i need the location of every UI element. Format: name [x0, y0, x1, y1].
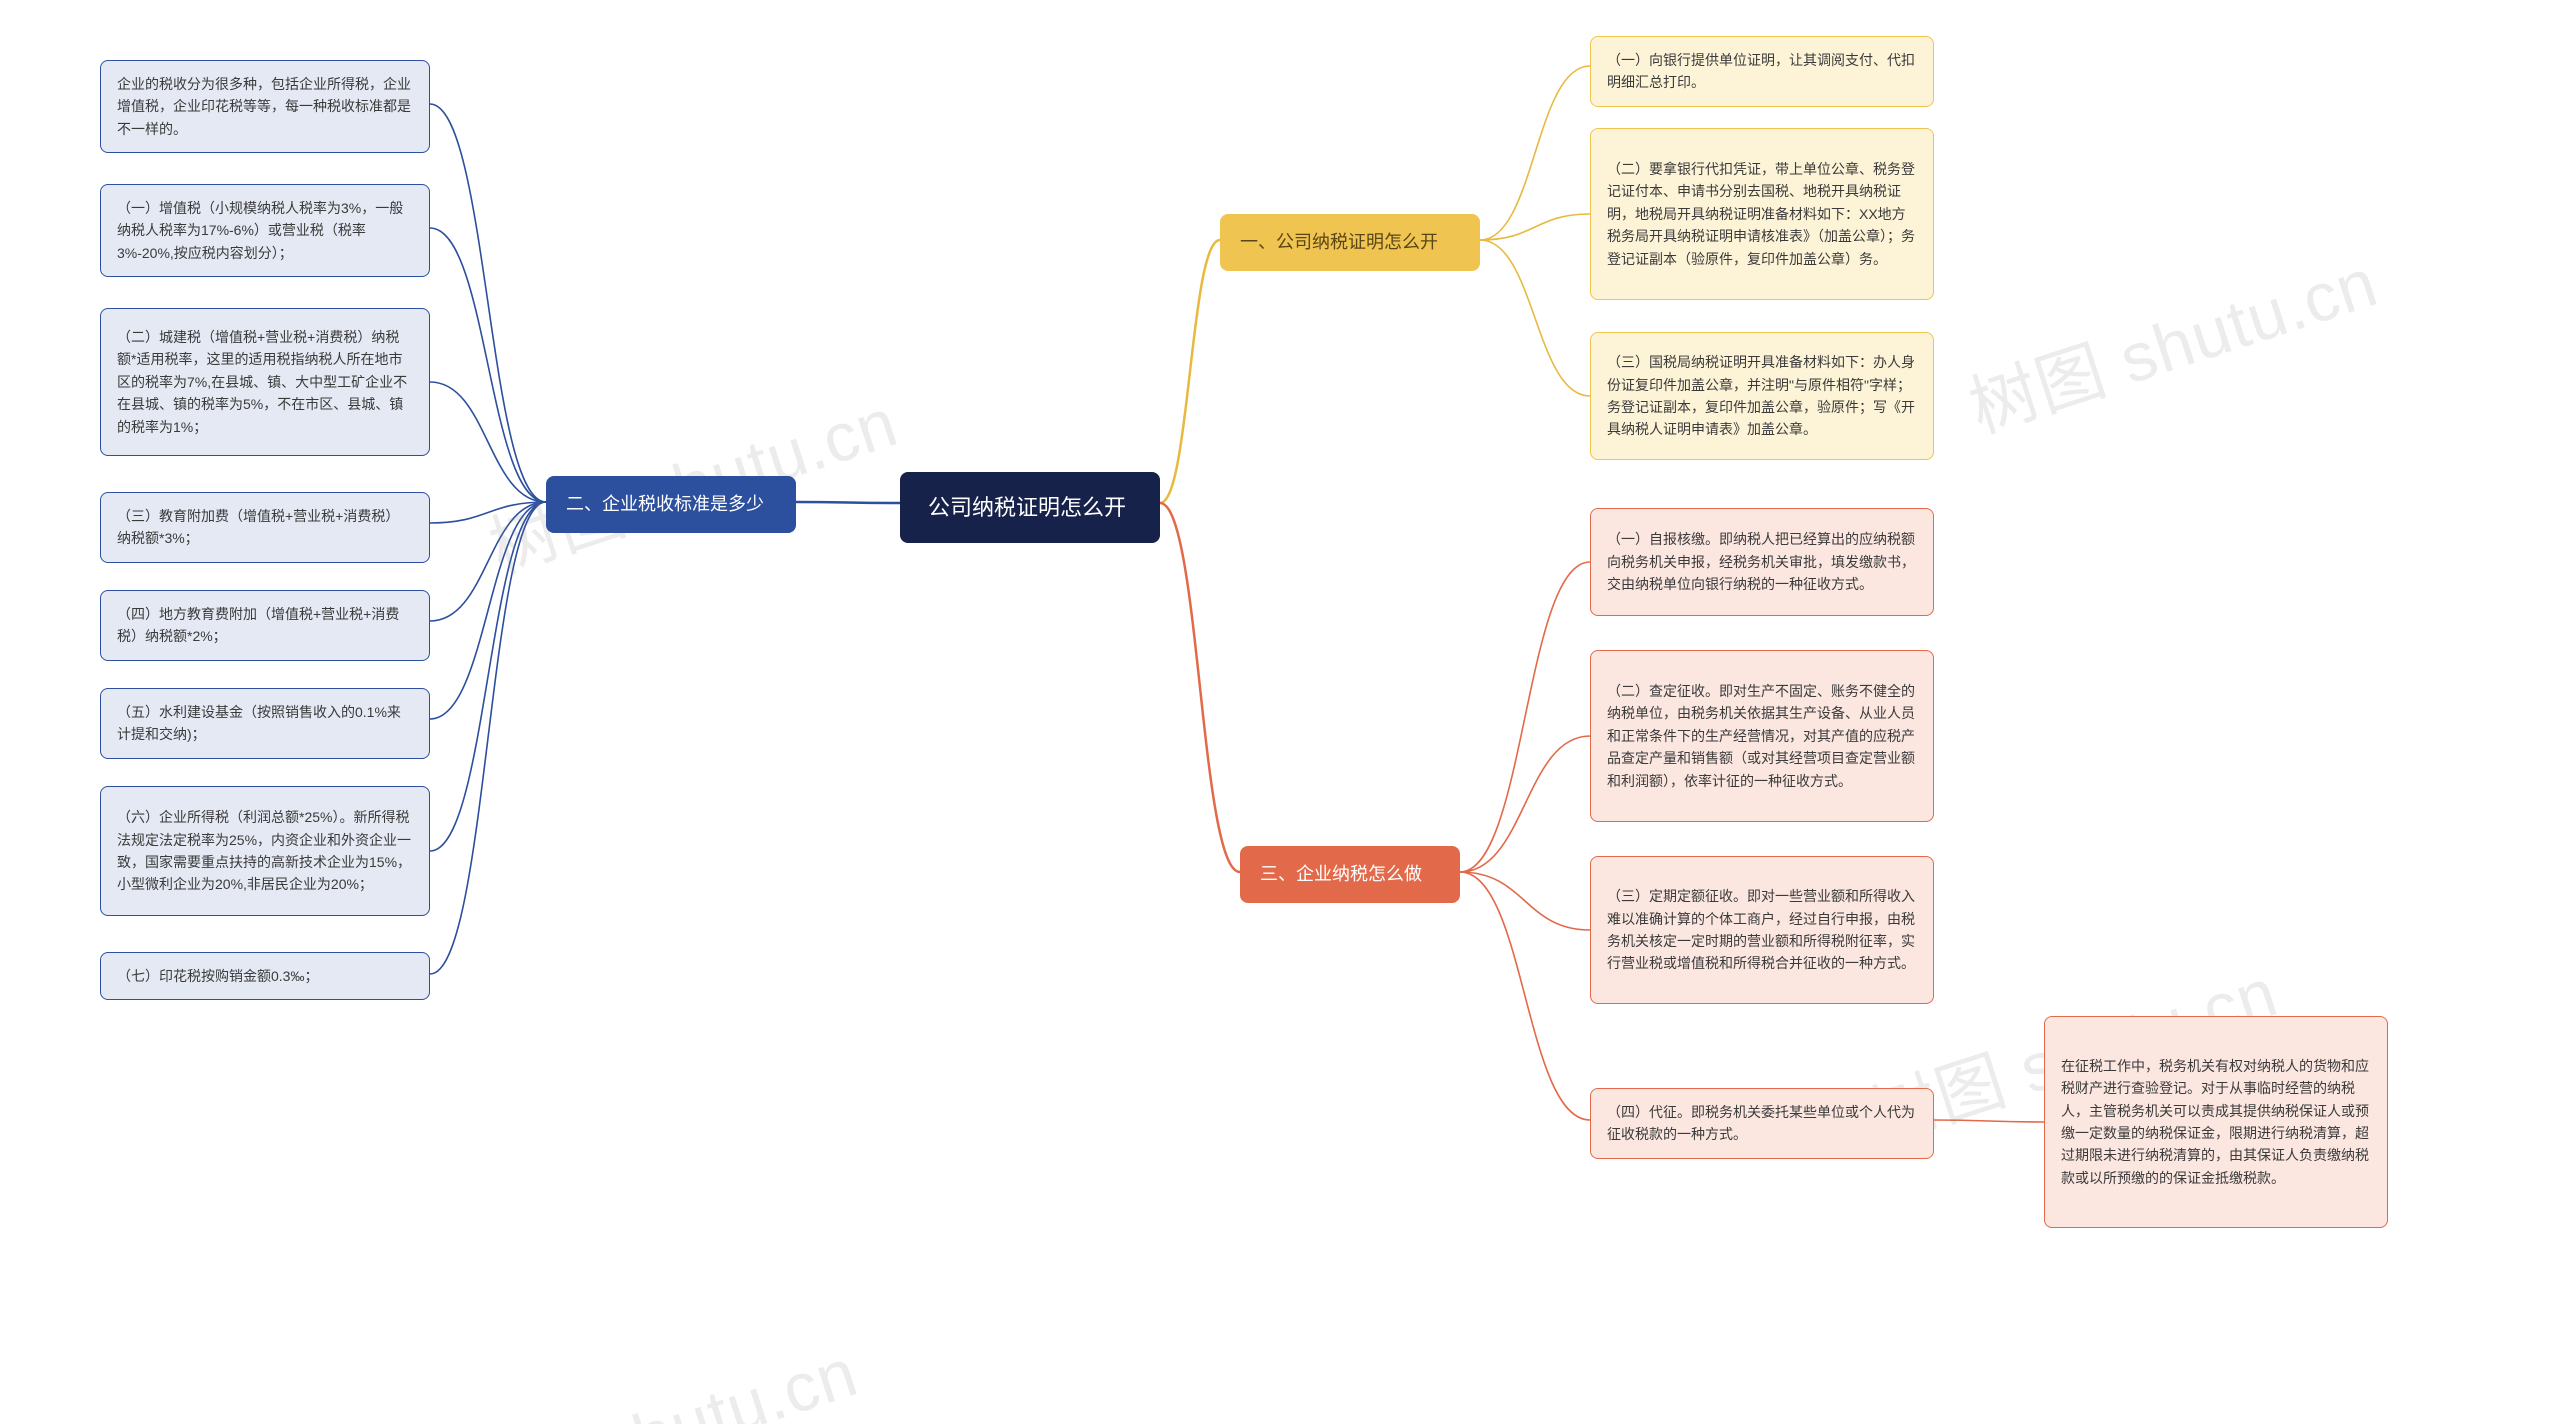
leaf-b1-0[interactable]: （一）向银行提供单位证明，让其调阅支付、代扣明细汇总打印。: [1590, 36, 1934, 107]
connector: [1460, 562, 1590, 872]
connector: [1934, 1120, 2044, 1122]
leaf-b2-2[interactable]: （二）城建税（增值税+营业税+消费税）纳税额*适用税率，这里的适用税指纳税人所在…: [100, 308, 430, 456]
mindmap-canvas: 树图 shutu.cn树图 shutu.cn树图 shutu.cn树图 shut…: [0, 0, 2560, 1424]
leaf-b1-0-label: （一）向银行提供单位证明，让其调阅支付、代扣明细汇总打印。: [1607, 49, 1917, 94]
branch-b3-label: 三、企业纳税怎么做: [1260, 860, 1440, 889]
connector: [430, 502, 546, 851]
branch-b3[interactable]: 三、企业纳税怎么做: [1240, 846, 1460, 903]
leaf-b2-5-label: （五）水利建设基金（按照销售收入的0.1%来计提和交纳)；: [117, 701, 413, 746]
leaf-b3-2-label: （三）定期定额征收。即对一些营业额和所得收入难以准确计算的个体工商户，经过自行申…: [1607, 885, 1917, 975]
leaf-b2-3-label: （三）教育附加费（增值税+营业税+消费税）纳税额*3%；: [117, 505, 413, 550]
connector: [1480, 66, 1590, 240]
leaf-b3-3-label: （四）代征。即税务机关委托某些单位或个人代为征收税款的一种方式。: [1607, 1101, 1917, 1146]
connector: [1160, 240, 1220, 503]
root-node[interactable]: 公司纳税证明怎么开: [900, 472, 1160, 543]
watermark: 树图 shutu.cn: [435, 1317, 868, 1424]
connector: [430, 502, 546, 974]
branch-b2[interactable]: 二、企业税收标准是多少: [546, 476, 796, 533]
leaf-b3-3[interactable]: （四）代征。即税务机关委托某些单位或个人代为征收税款的一种方式。: [1590, 1088, 1934, 1159]
leaf-b2-7[interactable]: （七）印花税按购销金额0.3‰；: [100, 952, 430, 1000]
connector: [1160, 503, 1240, 872]
leaf-b2-4[interactable]: （四）地方教育费附加（增值税+营业税+消费税）纳税额*2%；: [100, 590, 430, 661]
connector: [430, 502, 546, 621]
leaf-b2-6[interactable]: （六）企业所得税（利润总额*25%）。新所得税法规定法定税率为25%，内资企业和…: [100, 786, 430, 916]
leaf-b2-3[interactable]: （三）教育附加费（增值税+营业税+消费税）纳税额*3%；: [100, 492, 430, 563]
leaf-b3-0-label: （一）自报核缴。即纳税人把已经算出的应纳税额向税务机关申报，经税务机关审批，填发…: [1607, 528, 1917, 595]
connector: [1460, 872, 1590, 1120]
leaf-b3-3-child-label: 在征税工作中，税务机关有权对纳税人的货物和应税财产进行查验登记。对于从事临时经营…: [2061, 1055, 2371, 1189]
connector: [430, 382, 546, 502]
leaf-b1-1[interactable]: （二）要拿银行代扣凭证，带上单位公章、税务登记证付本、申请书分别去国税、地税开具…: [1590, 128, 1934, 300]
leaf-b1-2[interactable]: （三）国税局纳税证明开具准备材料如下：办人身份证复印件加盖公章，并注明"与原件相…: [1590, 332, 1934, 460]
connector: [1480, 240, 1590, 396]
leaf-b3-2[interactable]: （三）定期定额征收。即对一些营业额和所得收入难以准确计算的个体工商户，经过自行申…: [1590, 856, 1934, 1004]
leaf-b2-1[interactable]: （一）增值税（小规模纳税人税率为3%，一般纳税人税率为17%-6%）或营业税（税…: [100, 184, 430, 277]
connector: [430, 502, 546, 719]
branch-b2-label: 二、企业税收标准是多少: [566, 490, 776, 519]
leaf-b2-0-label: 企业的税收分为很多种，包括企业所得税，企业增值税，企业印花税等等，每一种税收标准…: [117, 73, 413, 140]
leaf-b2-6-label: （六）企业所得税（利润总额*25%）。新所得税法规定法定税率为25%，内资企业和…: [117, 806, 413, 896]
connector: [796, 502, 900, 503]
branch-b1[interactable]: 一、公司纳税证明怎么开: [1220, 214, 1480, 271]
connector: [1460, 736, 1590, 872]
leaf-b3-3-child[interactable]: 在征税工作中，税务机关有权对纳税人的货物和应税财产进行查验登记。对于从事临时经营…: [2044, 1016, 2388, 1228]
leaf-b1-2-label: （三）国税局纳税证明开具准备材料如下：办人身份证复印件加盖公章，并注明"与原件相…: [1607, 351, 1917, 441]
leaf-b2-1-label: （一）增值税（小规模纳税人税率为3%，一般纳税人税率为17%-6%）或营业税（税…: [117, 197, 413, 264]
connector: [430, 228, 546, 502]
leaf-b3-0[interactable]: （一）自报核缴。即纳税人把已经算出的应纳税额向税务机关申报，经税务机关审批，填发…: [1590, 508, 1934, 616]
connector: [430, 104, 546, 502]
connector: [430, 502, 546, 523]
branch-b1-label: 一、公司纳税证明怎么开: [1240, 228, 1460, 257]
connector: [1480, 214, 1590, 240]
leaf-b3-1[interactable]: （二）查定征收。即对生产不固定、账务不健全的纳税单位，由税务机关依据其生产设备、…: [1590, 650, 1934, 822]
leaf-b3-1-label: （二）查定征收。即对生产不固定、账务不健全的纳税单位，由税务机关依据其生产设备、…: [1607, 680, 1917, 792]
leaf-b2-7-label: （七）印花税按购销金额0.3‰；: [117, 965, 413, 987]
leaf-b1-1-label: （二）要拿银行代扣凭证，带上单位公章、税务登记证付本、申请书分别去国税、地税开具…: [1607, 158, 1917, 270]
connector: [1460, 872, 1590, 930]
leaf-b2-5[interactable]: （五）水利建设基金（按照销售收入的0.1%来计提和交纳)；: [100, 688, 430, 759]
leaf-b2-2-label: （二）城建税（增值税+营业税+消费税）纳税额*适用税率，这里的适用税指纳税人所在…: [117, 326, 413, 438]
leaf-b2-0[interactable]: 企业的税收分为很多种，包括企业所得税，企业增值税，企业印花税等等，每一种税收标准…: [100, 60, 430, 153]
root-node-label: 公司纳税证明怎么开: [928, 490, 1132, 525]
watermark: 树图 shutu.cn: [1955, 227, 2388, 452]
leaf-b2-4-label: （四）地方教育费附加（增值税+营业税+消费税）纳税额*2%；: [117, 603, 413, 648]
